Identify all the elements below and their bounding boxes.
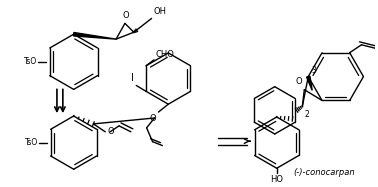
Text: TsO: TsO: [25, 138, 38, 147]
Text: TsO: TsO: [24, 57, 37, 66]
Text: O: O: [107, 127, 114, 136]
Text: (-)-conocarpan: (-)-conocarpan: [293, 168, 355, 177]
Text: HO: HO: [270, 175, 283, 184]
Text: 3: 3: [311, 66, 316, 75]
Text: O: O: [150, 114, 156, 123]
Polygon shape: [73, 33, 116, 39]
Text: O: O: [122, 11, 129, 20]
Text: 2: 2: [304, 110, 309, 119]
Text: CHO: CHO: [156, 50, 175, 59]
Text: O: O: [296, 77, 302, 86]
Text: I: I: [132, 73, 134, 83]
Polygon shape: [307, 76, 312, 90]
Text: OH: OH: [153, 7, 167, 16]
